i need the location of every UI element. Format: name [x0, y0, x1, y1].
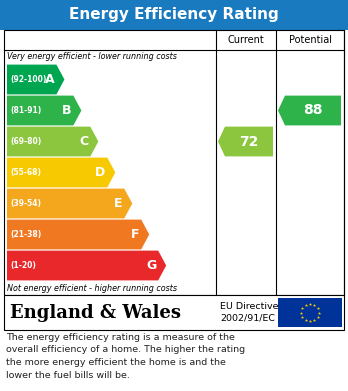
Polygon shape [7, 251, 166, 280]
Polygon shape [7, 65, 64, 94]
Text: (21-38): (21-38) [10, 230, 41, 239]
Text: 88: 88 [303, 104, 323, 118]
Text: (92-100): (92-100) [10, 75, 46, 84]
Bar [4, 295, 344, 330]
Text: EU Directive
2002/91/EC: EU Directive 2002/91/EC [220, 302, 278, 323]
Bar [4, 30, 344, 295]
Polygon shape [7, 158, 115, 187]
Text: England & Wales: England & Wales [10, 303, 181, 321]
Polygon shape [7, 220, 149, 249]
Polygon shape [218, 127, 273, 156]
Text: G: G [146, 259, 156, 272]
Text: C: C [79, 135, 88, 148]
Polygon shape [278, 96, 341, 126]
Text: Current: Current [228, 35, 264, 45]
Text: Very energy efficient - lower running costs: Very energy efficient - lower running co… [7, 52, 177, 61]
Text: (69-80): (69-80) [10, 137, 41, 146]
Text: (1-20): (1-20) [10, 261, 36, 270]
Text: 72: 72 [239, 135, 259, 149]
Polygon shape [7, 188, 132, 219]
Text: Potential: Potential [288, 35, 332, 45]
Bar [0, 0, 348, 30]
Text: (55-68): (55-68) [10, 168, 41, 177]
Polygon shape [7, 127, 98, 156]
Bar [278, 298, 342, 327]
Text: B: B [62, 104, 71, 117]
Text: The energy efficiency rating is a measure of the
overall efficiency of a home. T: The energy efficiency rating is a measur… [6, 333, 245, 380]
Text: Not energy efficient - higher running costs: Not energy efficient - higher running co… [7, 284, 177, 293]
Text: A: A [45, 73, 54, 86]
Text: E: E [114, 197, 122, 210]
Polygon shape [7, 96, 81, 126]
Text: D: D [95, 166, 105, 179]
Text: (81-91): (81-91) [10, 106, 41, 115]
Text: (39-54): (39-54) [10, 199, 41, 208]
Text: Energy Efficiency Rating: Energy Efficiency Rating [69, 7, 279, 23]
Text: F: F [131, 228, 139, 241]
